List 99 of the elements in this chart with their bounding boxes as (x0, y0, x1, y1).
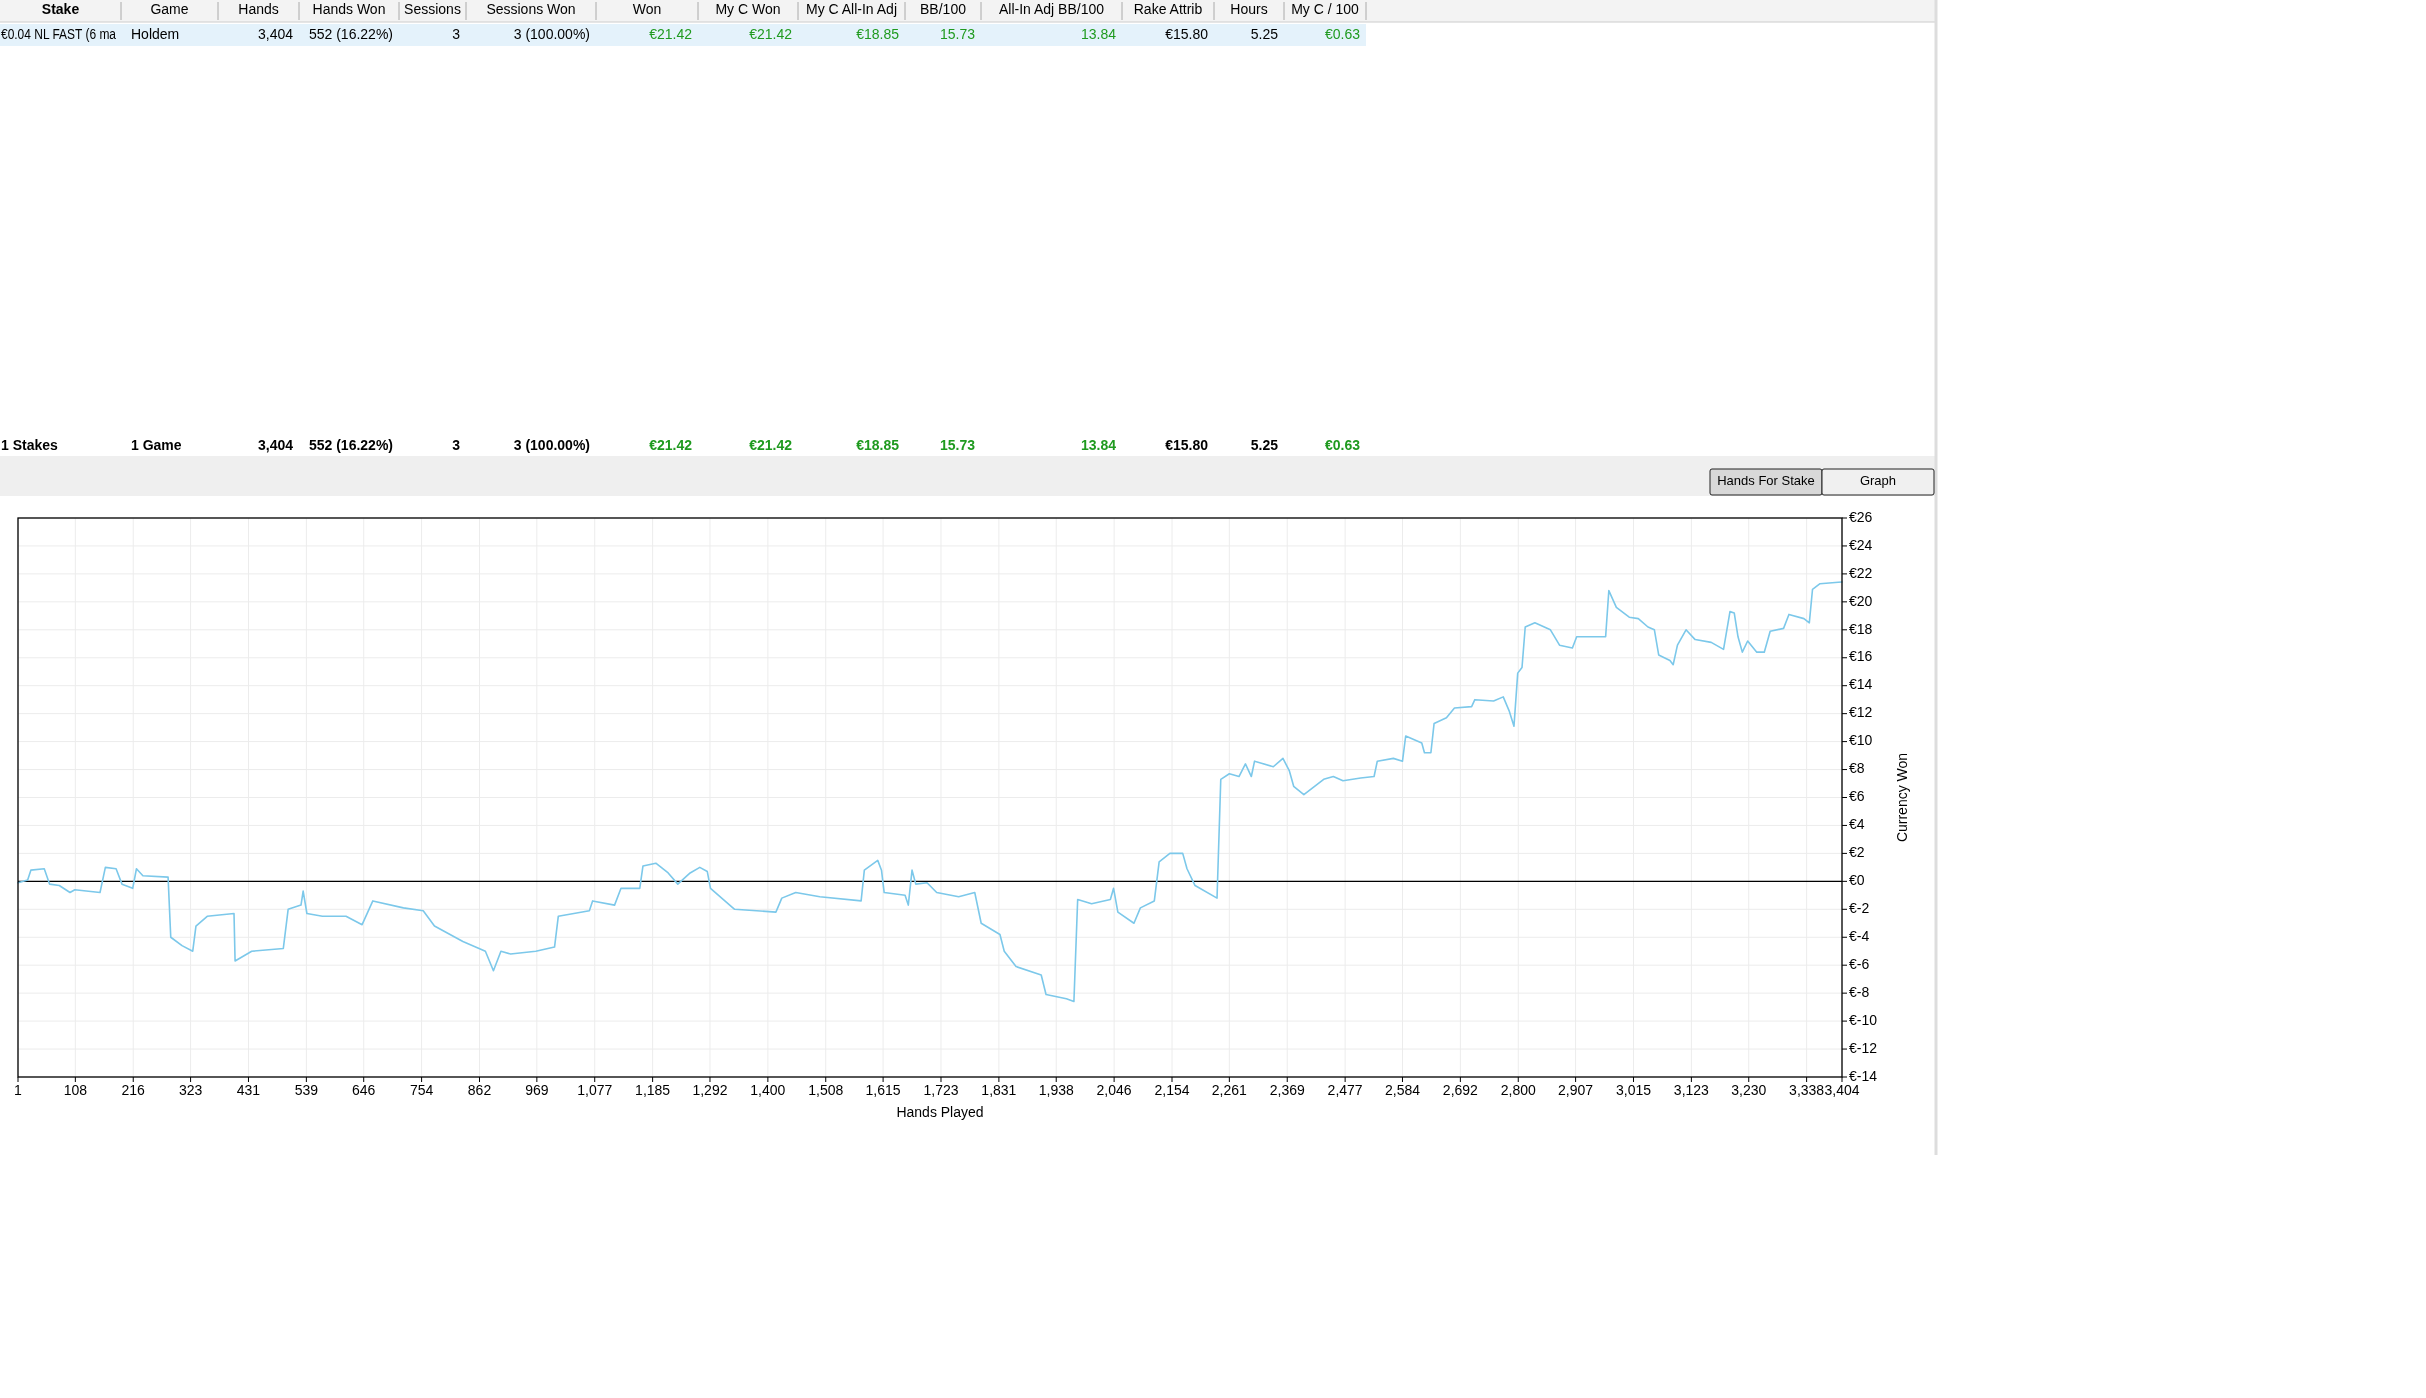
text: €0.63 (1324, 436, 1361, 453)
text: 13.84 (1080, 436, 1117, 453)
x-tick-label: 1,508 (808, 1082, 844, 1098)
x-tick-label: 2,584 (1384, 1082, 1421, 1098)
x-tick-label: 3,123 (1673, 1082, 1710, 1098)
text: BB/100 (920, 0, 967, 17)
text: €15.80 (1165, 436, 1209, 453)
text: 3 (100.00%) (513, 25, 590, 42)
x-tick-label: 431 (236, 1082, 261, 1098)
y-tick-label: €8 (1849, 760, 1865, 777)
x-tick-label: 646 (352, 1082, 376, 1098)
x-tick-label: 2,477 (1327, 1082, 1363, 1098)
x-tick-label: 1,831 (981, 1082, 1017, 1098)
y-tick-label: €-14 (1849, 1067, 1878, 1084)
x-tick-label: 539 (294, 1082, 319, 1098)
text: 15.73 (939, 436, 976, 453)
text: Hands (238, 0, 279, 17)
text: 5.25 (1250, 25, 1279, 42)
x-tick-label: 3,404 (1824, 1082, 1860, 1098)
text: All-In Adj BB/100 (998, 0, 1105, 17)
text: Holdem (131, 25, 180, 42)
y-tick-label: €-10 (1849, 1011, 1878, 1028)
y-tick-label: €18 (1849, 620, 1873, 637)
x-tick-label: 2,800 (1500, 1082, 1536, 1098)
y-axis-title: Currency Won (1894, 752, 1910, 843)
x-tick-label: 2,369 (1269, 1082, 1305, 1098)
x-tick-label: 2,692 (1442, 1082, 1479, 1098)
y-tick-label: €-2 (1849, 900, 1870, 916)
text: Game (150, 0, 189, 17)
x-tick-label: 754 (409, 1082, 434, 1098)
y-tick-label: €10 (1849, 732, 1873, 749)
x-tick-label: 862 (467, 1082, 492, 1098)
text: 5.25 (1250, 436, 1279, 453)
y-tick-label: €4 (1849, 816, 1865, 833)
x-tick-label: 323 (178, 1082, 203, 1098)
text: 15.73 (939, 25, 976, 42)
text: €21.42 (749, 25, 793, 42)
text: My C All-In Adj (805, 0, 898, 17)
y-tick-label: €22 (1849, 564, 1873, 581)
text: Rake Attrib (1133, 0, 1203, 17)
text: Won (632, 0, 662, 17)
text: 1 Stakes (1, 436, 59, 453)
x-tick-label: 1 (14, 1082, 23, 1098)
x-tick-label: 1,292 (692, 1082, 728, 1098)
y-tick-label: €16 (1849, 648, 1873, 665)
y-tick-label: €-6 (1849, 955, 1870, 972)
text: 3 (452, 436, 461, 453)
y-tick-label: €26 (1849, 508, 1873, 525)
x-tick-label: 2,261 (1211, 1082, 1248, 1098)
text: Stake (41, 0, 80, 17)
x-axis-title: Hands Played (896, 1104, 984, 1120)
text: Sessions (404, 0, 461, 17)
text: Sessions Won (486, 0, 576, 17)
text: 3,404 (257, 25, 294, 42)
y-tick-label: €6 (1849, 788, 1865, 805)
text: My C Won (715, 0, 781, 17)
text: €21.42 (749, 436, 793, 453)
text: 3 (452, 25, 461, 42)
y-tick-label: €24 (1849, 536, 1873, 553)
text: €18.85 (856, 436, 900, 453)
x-tick-label: 1,077 (577, 1082, 613, 1098)
x-tick-label: 108 (63, 1082, 88, 1098)
x-tick-label: 2,046 (1096, 1082, 1132, 1098)
x-tick-label: 1,400 (750, 1082, 786, 1098)
text: 552 (16.22%) (308, 25, 393, 42)
text: 3 (100.00%) (513, 436, 590, 453)
text: Graph (1859, 473, 1897, 489)
x-tick-label: 3,230 (1731, 1082, 1767, 1098)
y-tick-label: €20 (1849, 592, 1873, 609)
x-tick-label: 1,185 (635, 1082, 671, 1098)
text: 3,404 (257, 436, 294, 453)
text: Hands Won (312, 0, 386, 17)
text: 1 Game (131, 436, 182, 453)
text: My C / 100 (1291, 0, 1360, 17)
text: €18.85 (856, 25, 900, 42)
x-tick-label: 216 (121, 1082, 146, 1098)
text: Hands For Stake (1717, 473, 1815, 489)
text: €21.42 (649, 25, 693, 42)
y-tick-label: €0 (1849, 872, 1865, 889)
x-tick-label: 2,154 (1154, 1082, 1190, 1098)
text: €15.80 (1165, 25, 1209, 42)
y-tick-label: €-12 (1849, 1039, 1878, 1056)
x-tick-label: 1,615 (865, 1082, 901, 1098)
text: 13.84 (1080, 25, 1117, 42)
y-tick-label: €-4 (1849, 927, 1870, 944)
x-tick-label: 2,907 (1558, 1082, 1594, 1098)
text: 552 (16.22%) (308, 436, 393, 453)
y-tick-label: €12 (1849, 704, 1873, 721)
y-tick-label: €2 (1849, 844, 1865, 861)
y-tick-label: €14 (1849, 676, 1873, 693)
text: Hours (1230, 0, 1268, 17)
x-tick-label: 969 (525, 1082, 549, 1098)
y-tick-label: €-8 (1849, 983, 1870, 1000)
x-tick-label: 3,338 (1789, 1082, 1825, 1098)
x-tick-label: 1,723 (923, 1082, 959, 1098)
text: €21.42 (649, 436, 693, 453)
x-tick-label: 1,938 (1038, 1082, 1074, 1098)
text: €0.63 (1324, 25, 1361, 42)
x-tick-label: 3,015 (1615, 1082, 1652, 1098)
